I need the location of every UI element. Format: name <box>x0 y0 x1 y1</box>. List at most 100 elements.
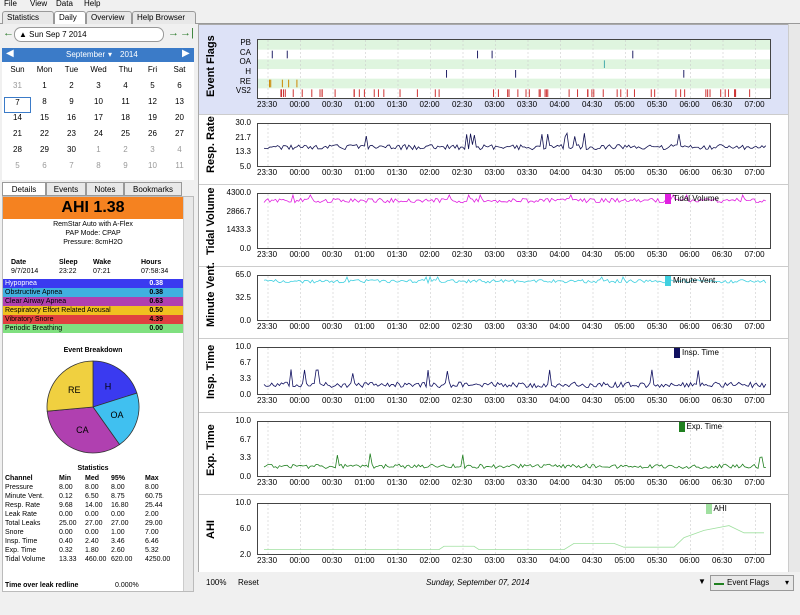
month-dropdown-icon[interactable]: ▾ <box>108 50 113 59</box>
calendar-day[interactable]: 5 <box>150 81 155 90</box>
menu-file[interactable]: File <box>4 0 17 8</box>
calendar-day[interactable]: 7 <box>69 161 74 170</box>
tab-help-browser[interactable]: Help Browser <box>132 11 196 24</box>
calendar-day[interactable]: 26 <box>148 129 157 138</box>
menu-help[interactable]: Help <box>84 0 101 8</box>
calendar-day[interactable]: 14 <box>13 113 22 122</box>
event-row[interactable]: Periodic Breathing 0.00 <box>3 324 183 333</box>
calendar-day[interactable]: 4 <box>123 81 128 90</box>
tab-details[interactable]: Details <box>2 182 46 196</box>
event-flags-dropdown[interactable]: Event Flags ▾ <box>710 575 794 591</box>
calendar-day[interactable]: 4 <box>177 145 182 154</box>
date-picker[interactable]: ▲ Sun Sep 7 2014 <box>14 27 164 42</box>
calendar-day[interactable]: 6 <box>177 81 182 90</box>
calendar-day[interactable]: 3 <box>150 145 155 154</box>
calendar-day[interactable]: 5 <box>15 161 20 170</box>
calendar-day[interactable]: 25 <box>121 129 130 138</box>
calendar-day[interactable]: 2 <box>69 81 74 90</box>
calendar-day[interactable]: 28 <box>13 145 22 154</box>
stats-value: 8.00 <box>59 484 73 491</box>
calendar-day[interactable]: 11 <box>175 161 184 170</box>
next-month-icon[interactable]: ▶ <box>182 48 190 59</box>
calendar-day[interactable]: 2 <box>123 145 128 154</box>
calendar-day[interactable]: 29 <box>40 145 49 154</box>
dropdown-arrow-icon[interactable]: ▼ <box>698 577 706 586</box>
x-tick-label: 01:30 <box>387 396 408 405</box>
calendar-day[interactable]: 31 <box>13 81 22 90</box>
flag-label: OA <box>239 57 251 67</box>
calendar-day[interactable]: 16 <box>67 113 76 122</box>
prev-day-icon[interactable]: ← <box>3 27 14 39</box>
calendar-day[interactable]: 9 <box>69 97 74 106</box>
calendar-day[interactable]: 10 <box>148 161 157 170</box>
calendar-day[interactable]: 13 <box>175 97 184 106</box>
calendar-day[interactable]: 24 <box>94 129 103 138</box>
calendar-day[interactable]: 20 <box>175 113 184 122</box>
calendar-day[interactable]: 6 <box>42 161 47 170</box>
x-tick-label: 02:00 <box>419 396 440 405</box>
calendar-day[interactable]: 1 <box>96 145 101 154</box>
graph-ahi[interactable]: AHI 10.0 6.0 2.0 AHI 23:30 00:00 00:30 01:00 01:3… <box>199 495 789 573</box>
graph-scrollbar[interactable] <box>788 24 800 572</box>
tab-notes[interactable]: Notes <box>86 182 124 196</box>
menu-data[interactable]: Data <box>56 0 73 8</box>
stats-value: 25.44 <box>145 502 163 509</box>
tab-bookmarks[interactable]: Bookmarks <box>124 182 182 196</box>
tab-overview[interactable]: Overview <box>86 11 132 24</box>
calendar-day[interactable]: 23 <box>67 129 76 138</box>
next-day-icon[interactable]: → <box>168 27 179 39</box>
stats-value: 29.00 <box>145 520 163 527</box>
tab-daily[interactable]: Daily <box>54 11 86 25</box>
last-day-icon[interactable]: →| <box>180 27 194 39</box>
calendar-day[interactable]: 9 <box>123 161 128 170</box>
calendar-month[interactable]: September <box>66 50 106 59</box>
event-row[interactable]: Hypopnea 0.38 <box>3 279 183 288</box>
y-tick-label: 21.7 <box>235 132 251 142</box>
collapse-triangle-icon[interactable]: ▲ <box>19 30 27 39</box>
calendar-day[interactable]: 21 <box>13 129 22 138</box>
x-tick-label: 04:30 <box>582 168 603 177</box>
reset-button[interactable]: Reset <box>238 578 259 587</box>
stats-value: 13.33 <box>59 556 77 563</box>
event-row[interactable]: Respiratory Effort Related Arousal 0.50 <box>3 306 183 315</box>
graph-minute-vent-[interactable]: Minute Vent. 65.0 32.5 0.0 Minute Vent. 23:30… <box>199 262 789 339</box>
calendar-day[interactable]: 3 <box>96 81 101 90</box>
calendar-day[interactable]: 8 <box>42 97 47 106</box>
event-row[interactable]: Obstructive Apnea 0.38 <box>3 288 183 297</box>
calendar-day[interactable]: 15 <box>40 113 49 122</box>
calendar-day[interactable]: 10 <box>94 97 103 106</box>
calendar-year[interactable]: 2014 <box>120 50 138 59</box>
calendar-day[interactable]: 17 <box>94 113 103 122</box>
graph-resp-rate[interactable]: Resp. Rate 30.0 21.7 13.3 5.0 23:30 00:00 00:30… <box>199 115 789 185</box>
x-tick-label: 06:30 <box>712 100 733 109</box>
stats-value: 25.00 <box>59 520 77 527</box>
graph-event-flags[interactable]: Event Flags PB CA OA H RE VS2 23:30 00:00 00:30 01… <box>199 25 789 115</box>
calendar-day[interactable]: 1 <box>42 81 47 90</box>
plot-area <box>257 503 771 555</box>
stats-channel: Tidal Volume <box>5 556 46 563</box>
prev-month-icon[interactable]: ◀ <box>6 48 14 59</box>
graph-tidal-volume[interactable]: Tidal Volume 4300.0 2866.7 1433.3 0.0 Tidal V… <box>199 185 789 267</box>
calendar-day[interactable]: 18 <box>121 113 130 122</box>
graph-insp-time[interactable]: Insp. Time 10.0 6.7 3.3 0.0 Insp. Time 23:30 00… <box>199 339 789 413</box>
calendar-day[interactable]: 19 <box>148 113 157 122</box>
stats-channel: Exp. Time <box>5 547 37 554</box>
calendar-day[interactable]: 12 <box>148 97 157 106</box>
plot-area <box>257 193 771 249</box>
tab-events[interactable]: Events <box>46 182 86 196</box>
calendar-day[interactable]: 22 <box>40 129 49 138</box>
calendar-day[interactable]: 8 <box>96 161 101 170</box>
menu-view[interactable]: View <box>30 0 48 8</box>
event-row[interactable]: Clear Airway Apnea 0.63 <box>3 297 183 306</box>
graph-exp-time[interactable]: Exp. Time 10.0 6.7 3.3 0.0 Exp. Time 23:30 00:0… <box>199 413 789 495</box>
calendar-day[interactable]: 27 <box>175 129 184 138</box>
statistics-title: Statistics <box>77 465 109 472</box>
x-tick-label: 03:30 <box>517 100 538 109</box>
event-row[interactable]: Vibratory Snore 4.39 <box>3 315 183 324</box>
tab-statistics[interactable]: Statistics <box>2 11 54 24</box>
calendar-day[interactable]: 30 <box>67 145 76 154</box>
calendar-day[interactable]: 11 <box>121 97 130 106</box>
side-scrollbar[interactable] <box>183 197 193 591</box>
series-swatch <box>714 583 724 585</box>
calendar-day[interactable]: 7 <box>4 97 31 113</box>
